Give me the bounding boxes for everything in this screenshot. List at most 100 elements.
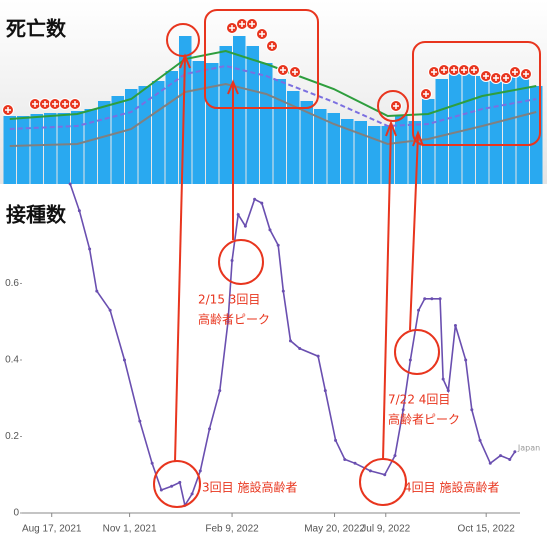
y-tick-label: 0.4 [5, 355, 19, 366]
point [383, 473, 387, 477]
point [276, 243, 280, 247]
bar [71, 111, 84, 184]
flag-plus [423, 91, 429, 97]
point [488, 461, 492, 465]
highlight-box [204, 9, 319, 109]
annotation: 7/22 4回目 [388, 393, 450, 407]
flag-plus [471, 67, 477, 73]
bottom-panel-bg [0, 184, 547, 547]
flag-plus [229, 25, 235, 31]
bar [3, 116, 16, 184]
point [438, 297, 442, 301]
point [68, 182, 72, 186]
point [230, 259, 234, 263]
point [260, 201, 264, 205]
flag-plus [441, 67, 447, 73]
highlight-circle [394, 329, 440, 375]
flag-plus [72, 101, 78, 107]
trend-line [9, 49, 537, 120]
arrow-head [227, 79, 239, 95]
arrow-head [412, 130, 424, 147]
x-tick-label: Nov 1, 2021 [103, 524, 157, 535]
flag-plus [249, 21, 255, 27]
point [218, 389, 222, 393]
flag-plus [431, 69, 437, 75]
bar [233, 36, 246, 184]
flag-plus [52, 101, 58, 107]
bar [516, 76, 529, 184]
annotation: 4回目 施設高齢者 [404, 480, 499, 495]
bar [152, 81, 165, 184]
point [138, 419, 142, 423]
chart-title: 接種数 [6, 203, 67, 227]
bar [111, 96, 124, 184]
flag-plus [5, 107, 11, 113]
bar [57, 113, 70, 184]
flag-plus [512, 69, 518, 75]
bar [246, 46, 259, 184]
bar [17, 116, 30, 184]
point [253, 197, 257, 201]
flag-plus [451, 67, 457, 73]
x-tick-label: May 20, 2022 [304, 524, 365, 535]
bar [354, 121, 367, 184]
annotation: 高齢者ピーク [388, 412, 460, 427]
point [430, 297, 434, 301]
annotation-shapes [153, 9, 541, 508]
bar [260, 63, 273, 184]
point [353, 461, 357, 465]
annotation: 3回目 施設高齢者 [202, 480, 297, 495]
flag-plus [461, 67, 467, 73]
series-label: Japan [517, 443, 540, 452]
bar [368, 126, 381, 184]
point [298, 347, 302, 350]
flag-plus [269, 43, 275, 49]
point [323, 389, 327, 393]
flag-plus [483, 73, 489, 79]
bar [395, 116, 408, 184]
bar [314, 109, 327, 184]
death-chart [2, 18, 543, 184]
trend-line [9, 64, 537, 130]
annotation: 2/15 3回目 [198, 293, 260, 307]
y-tick-label: 0.2 [5, 431, 19, 442]
bar [30, 114, 43, 184]
y-tick-label: 0 [13, 508, 19, 519]
bar [125, 89, 138, 184]
point [343, 457, 347, 461]
x-tick-label: Feb 9, 2022 [205, 524, 259, 535]
point [226, 320, 230, 324]
point [178, 480, 182, 484]
point [288, 339, 292, 343]
bar [300, 101, 313, 184]
trend-line [9, 82, 537, 147]
point [108, 308, 112, 312]
point [423, 297, 427, 301]
bar [98, 101, 111, 184]
bar [327, 113, 340, 184]
point [316, 354, 320, 358]
point [513, 450, 517, 454]
bar [273, 79, 286, 184]
point [159, 488, 163, 492]
arrow [409, 134, 419, 331]
point [446, 389, 450, 393]
flag-plus [239, 21, 245, 27]
highlight-circle [166, 23, 200, 57]
point [122, 358, 126, 362]
bar [44, 113, 57, 184]
bar [408, 121, 421, 184]
arrow [174, 57, 186, 463]
point [393, 454, 397, 458]
point [408, 358, 412, 362]
point [368, 469, 372, 473]
point [190, 492, 194, 496]
annotation: 高齢者ピーク [198, 312, 270, 327]
flag-plus [62, 101, 68, 107]
bar [287, 91, 300, 184]
flag-plus [523, 71, 529, 77]
bar [206, 63, 219, 184]
bar [192, 61, 205, 184]
bar [476, 76, 489, 184]
